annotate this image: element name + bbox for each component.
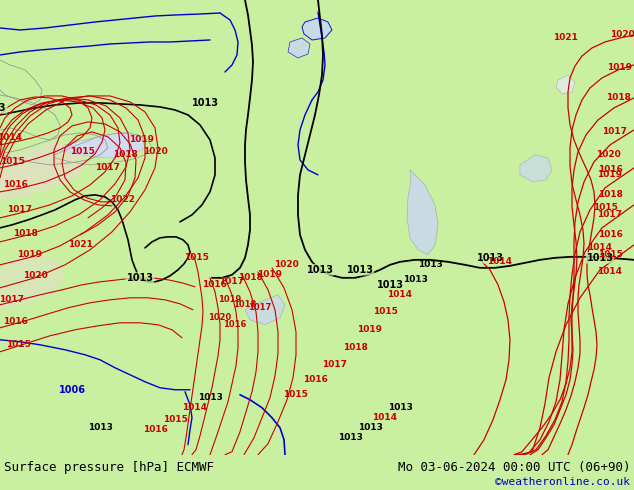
Text: 1017: 1017 xyxy=(249,303,271,312)
Polygon shape xyxy=(60,133,145,158)
Text: 1013: 1013 xyxy=(403,275,427,284)
Text: 1016: 1016 xyxy=(598,166,623,174)
Text: Mo 03-06-2024 00:00 UTC (06+90): Mo 03-06-2024 00:00 UTC (06+90) xyxy=(398,461,630,474)
Text: 1015: 1015 xyxy=(6,340,30,349)
Text: 1013: 1013 xyxy=(387,403,413,412)
Text: 1014: 1014 xyxy=(597,268,623,276)
Text: 1013: 1013 xyxy=(358,423,382,432)
Polygon shape xyxy=(407,170,438,255)
Text: 1016: 1016 xyxy=(223,320,247,329)
Text: 1015: 1015 xyxy=(70,147,94,156)
Text: 1019: 1019 xyxy=(218,295,242,304)
Text: 1021: 1021 xyxy=(68,241,93,249)
Text: 1013: 1013 xyxy=(337,433,363,442)
Text: 1016: 1016 xyxy=(598,230,623,239)
Text: 1018: 1018 xyxy=(598,191,623,199)
Polygon shape xyxy=(288,38,310,58)
Text: 1017: 1017 xyxy=(602,127,628,136)
Polygon shape xyxy=(60,132,145,158)
Text: 1014: 1014 xyxy=(373,413,398,422)
Text: 1021: 1021 xyxy=(553,33,578,43)
Polygon shape xyxy=(302,18,332,40)
Text: 1013: 1013 xyxy=(347,265,373,275)
Text: 1018: 1018 xyxy=(13,229,37,238)
Text: 1013: 1013 xyxy=(477,253,503,263)
Text: 1015: 1015 xyxy=(184,253,209,262)
Text: 1020: 1020 xyxy=(209,313,231,322)
Text: 1020: 1020 xyxy=(610,30,634,40)
Text: 1014: 1014 xyxy=(588,244,612,252)
Text: 1018: 1018 xyxy=(238,273,262,282)
Text: 1014: 1014 xyxy=(488,257,512,267)
Text: 1019: 1019 xyxy=(607,64,633,73)
Text: ©weatheronline.co.uk: ©weatheronline.co.uk xyxy=(495,477,630,487)
Text: 1017: 1017 xyxy=(0,295,25,304)
Text: 1006: 1006 xyxy=(58,385,86,395)
Text: 1018: 1018 xyxy=(113,150,138,159)
Text: 1019: 1019 xyxy=(18,250,42,259)
Text: 1014: 1014 xyxy=(183,403,207,412)
Text: 1018: 1018 xyxy=(233,300,257,309)
Text: 1019: 1019 xyxy=(358,325,382,334)
Text: 1018: 1018 xyxy=(342,343,368,352)
Text: 1015: 1015 xyxy=(593,203,618,212)
Text: 1013: 1013 xyxy=(127,273,153,283)
Text: 1016: 1016 xyxy=(202,280,226,289)
Text: 1013: 1013 xyxy=(377,280,403,290)
Polygon shape xyxy=(556,75,575,94)
Text: 1013: 1013 xyxy=(87,423,112,432)
Text: 1016: 1016 xyxy=(3,318,27,326)
Text: 1016: 1016 xyxy=(143,425,167,434)
Text: 1018: 1018 xyxy=(605,94,630,102)
Text: 1019: 1019 xyxy=(257,270,283,279)
Text: 1019: 1019 xyxy=(597,171,623,179)
Text: 1015: 1015 xyxy=(0,157,25,167)
Text: 1015: 1015 xyxy=(162,415,188,424)
Text: 1016: 1016 xyxy=(3,180,27,190)
Text: 1015: 1015 xyxy=(373,307,398,317)
Text: 1013: 1013 xyxy=(306,265,333,275)
Polygon shape xyxy=(0,100,85,200)
Text: 1020: 1020 xyxy=(595,150,621,159)
Text: 1015: 1015 xyxy=(283,390,307,399)
Text: 1013: 1013 xyxy=(418,260,443,270)
Text: 1013: 1013 xyxy=(191,98,219,108)
Text: 13: 13 xyxy=(0,103,7,113)
Text: 1020: 1020 xyxy=(143,147,167,156)
Polygon shape xyxy=(520,155,552,182)
Text: 1017: 1017 xyxy=(8,205,32,214)
Polygon shape xyxy=(245,295,285,325)
Text: 1013: 1013 xyxy=(198,393,223,402)
Text: 1015: 1015 xyxy=(598,250,623,259)
Text: 1017: 1017 xyxy=(219,277,245,286)
Text: 1016: 1016 xyxy=(302,375,327,384)
Text: 1017: 1017 xyxy=(597,210,623,220)
Text: 1014: 1014 xyxy=(387,290,413,299)
Text: 1020: 1020 xyxy=(23,271,48,280)
Text: 1017: 1017 xyxy=(323,360,347,369)
Text: 1017: 1017 xyxy=(96,163,120,172)
Text: 1014: 1014 xyxy=(0,133,22,143)
Text: 1019: 1019 xyxy=(129,135,155,145)
Text: Surface pressure [hPa] ECMWF: Surface pressure [hPa] ECMWF xyxy=(4,461,214,474)
Text: 1020: 1020 xyxy=(274,260,299,270)
Text: 1022: 1022 xyxy=(110,196,134,204)
Polygon shape xyxy=(0,200,65,310)
Text: 1013: 1013 xyxy=(586,253,614,263)
